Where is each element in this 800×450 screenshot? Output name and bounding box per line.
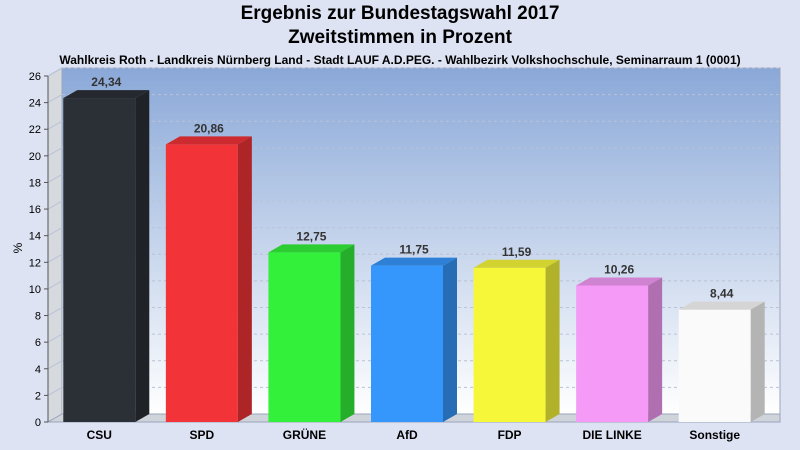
bar-side — [135, 90, 150, 423]
y-axis-label: % — [11, 242, 25, 253]
gridline-side — [47, 147, 63, 157]
x-tick-label: GRÜNE — [283, 427, 326, 442]
gridline-side — [47, 67, 63, 77]
bar-side — [750, 301, 765, 422]
bar-top — [268, 244, 355, 253]
bar-value-label: 10,26 — [604, 262, 634, 276]
x-tick-label: AfD — [396, 428, 418, 442]
gridline-side — [47, 200, 63, 210]
bar-top — [63, 90, 150, 99]
gridline-side — [47, 307, 63, 316]
bar — [576, 285, 649, 422]
bar-value-label: 12,75 — [296, 229, 326, 243]
x-tick-label: Sonstige — [689, 428, 740, 442]
y-tick-label: 8 — [35, 311, 41, 323]
gridline-side — [47, 94, 63, 104]
bar-top — [576, 277, 663, 286]
bar-side — [648, 277, 663, 422]
x-tick-label: SPD — [190, 428, 215, 442]
bar — [63, 98, 136, 423]
bar-value-label: 8,44 — [710, 287, 734, 301]
y-tick-label: 24 — [29, 98, 41, 110]
bar-value-label: 11,75 — [399, 243, 429, 257]
y-tick-label: 12 — [29, 257, 41, 269]
bar-value-label: 20,86 — [194, 121, 224, 135]
bar-side — [340, 244, 355, 422]
y-tick-label: 10 — [29, 284, 41, 296]
bar-side — [237, 136, 252, 422]
chart-title: Ergebnis zur Bundestagswahl 2017 — [240, 3, 560, 24]
bar-top — [165, 136, 252, 145]
bar-value-label: 11,59 — [502, 245, 532, 259]
y-tick-label: 16 — [29, 204, 41, 216]
gridline-side — [47, 386, 63, 396]
y-tick-label: 4 — [35, 364, 41, 376]
bar-top — [371, 257, 457, 266]
y-tick-label: 0 — [35, 417, 41, 429]
bar-top — [473, 259, 560, 268]
x-tick-label: DIE LINKE — [582, 428, 641, 442]
y-tick-label: 20 — [29, 151, 41, 163]
bar — [678, 309, 751, 422]
gridline-side — [47, 253, 63, 263]
bar-top — [678, 301, 765, 310]
plot-side-wall — [47, 67, 63, 423]
gridline-side — [47, 174, 63, 183]
chart-district: Wahlkreis Roth - Landkreis Nürnberg Land… — [59, 53, 741, 67]
y-tick-label: 18 — [29, 177, 41, 189]
gridline-side — [47, 333, 63, 343]
x-tick-label: FDP — [498, 428, 522, 442]
y-tick-label: 26 — [29, 71, 41, 83]
chart-subtitle: Zweitstimmen in Prozent — [288, 27, 512, 48]
bar-value-label: 24,34 — [91, 75, 121, 89]
y-tick-label: 6 — [35, 337, 41, 349]
bar — [473, 267, 546, 422]
gridline-side — [47, 227, 63, 237]
y-tick-label: 22 — [29, 124, 41, 136]
gridline-side — [47, 120, 63, 130]
bar-side — [545, 259, 560, 422]
y-tick-label: 2 — [35, 390, 41, 402]
y-tick-label: 14 — [29, 231, 41, 243]
bar — [371, 265, 443, 422]
bar-side — [443, 257, 457, 422]
gridline-side — [47, 360, 63, 370]
bar — [165, 144, 238, 422]
x-tick-label: CSU — [87, 428, 112, 442]
bar — [268, 252, 341, 422]
gridline-side — [47, 280, 63, 290]
